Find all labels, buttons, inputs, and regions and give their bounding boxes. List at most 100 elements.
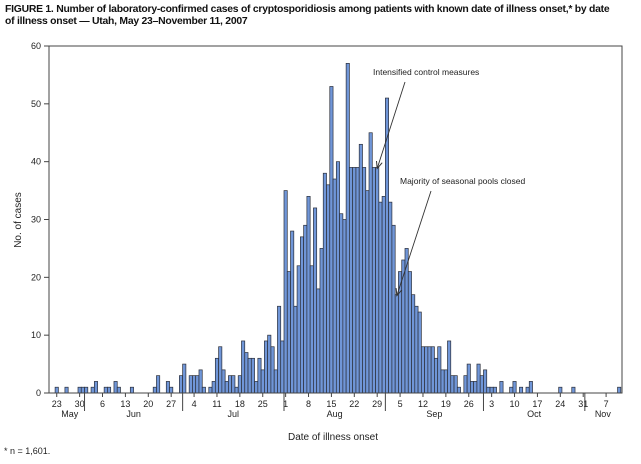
title-line-2: of illness onset — Utah, May 23–November… [5, 16, 248, 27]
bar [192, 375, 197, 394]
y-tick-label: 20 [31, 272, 41, 282]
bar [228, 375, 233, 394]
bar [427, 346, 432, 394]
bar [381, 196, 386, 394]
bar [244, 352, 249, 394]
bar [519, 386, 524, 394]
y-tick-label: 50 [31, 99, 41, 109]
bar [224, 381, 229, 394]
bar [198, 369, 203, 394]
bar [316, 288, 321, 394]
x-tick-label: 24 [555, 399, 565, 409]
x-tick-label: 20 [143, 399, 153, 409]
bar [329, 86, 334, 394]
bar [486, 386, 491, 394]
bar [188, 375, 193, 394]
y-tick-label: 0 [36, 388, 41, 398]
bar [407, 271, 412, 394]
x-tick-label: 11 [212, 399, 221, 409]
bar [365, 190, 370, 394]
bar [179, 375, 183, 394]
bars-group [54, 62, 622, 394]
bar [371, 167, 376, 394]
x-tick-label: 3 [489, 399, 494, 409]
bar [84, 386, 89, 394]
bar [303, 224, 308, 394]
figure-title: FIGURE 1. Number of laboratory-confirmed… [5, 4, 610, 28]
bar [456, 386, 461, 394]
bar [525, 386, 530, 394]
x-tick-label: 8 [306, 399, 311, 409]
bar [362, 167, 367, 394]
bar [283, 190, 288, 394]
bar [332, 178, 337, 394]
bar [247, 357, 252, 394]
bar [473, 381, 478, 394]
x-tick-label: 6 [100, 399, 105, 409]
bar [129, 386, 134, 394]
annotation-text: Majority of seasonal pools closed [400, 176, 525, 186]
bar [489, 386, 494, 394]
y-tick-label: 30 [31, 215, 41, 225]
y-tick-label: 10 [31, 330, 41, 340]
bar [113, 381, 118, 394]
x-tick-label: 31 [578, 399, 588, 409]
bar [257, 357, 262, 394]
bar [322, 172, 327, 394]
x-tick-label: 1 [283, 399, 288, 409]
bar [290, 230, 295, 394]
x-tick-label: 5 [398, 399, 403, 409]
bar [277, 305, 282, 394]
bar [237, 375, 242, 394]
bar [313, 207, 318, 394]
bar [250, 357, 255, 394]
bar [479, 375, 484, 394]
bar [349, 167, 354, 394]
x-tick-label: 26 [464, 399, 474, 409]
bar [358, 143, 363, 394]
bar [273, 369, 278, 394]
annotation-text: Intensified control measures [373, 67, 479, 77]
month-label: Jul [228, 409, 240, 419]
bar [378, 201, 383, 394]
bar [296, 265, 301, 394]
bar [270, 346, 275, 394]
bar [152, 386, 157, 394]
month-label: Oct [527, 409, 542, 419]
bar [453, 375, 458, 394]
bar [77, 386, 82, 394]
bar [90, 386, 95, 394]
annotations-group: Intensified control measures Majority of … [373, 67, 525, 296]
bar [221, 369, 226, 394]
footnote: * n = 1,601. [4, 446, 51, 456]
bar [368, 132, 373, 394]
bar [182, 363, 187, 394]
bar [326, 184, 331, 394]
bar [306, 196, 311, 394]
bar [512, 381, 517, 394]
x-tick-label: 4 [192, 399, 197, 409]
bar [483, 369, 488, 394]
bar [375, 167, 380, 394]
bar [470, 381, 475, 394]
x-tick-label: 10 [510, 399, 520, 409]
bar [342, 219, 347, 394]
bar [339, 213, 344, 394]
bar [293, 305, 298, 394]
bar [424, 346, 429, 394]
bar [280, 340, 285, 394]
bar [417, 311, 422, 394]
month-label: Aug [327, 409, 343, 419]
bar [231, 375, 236, 394]
x-tick-label: 15 [326, 399, 336, 409]
x-tick-label: 22 [349, 399, 359, 409]
x-tick-label: 18 [235, 399, 245, 409]
month-label: May [61, 409, 79, 419]
x-tick-label: 17 [532, 399, 542, 409]
bar [319, 248, 324, 394]
bar [156, 375, 161, 394]
x-tick-label: 13 [120, 399, 130, 409]
x-tick-label: 19 [441, 399, 451, 409]
